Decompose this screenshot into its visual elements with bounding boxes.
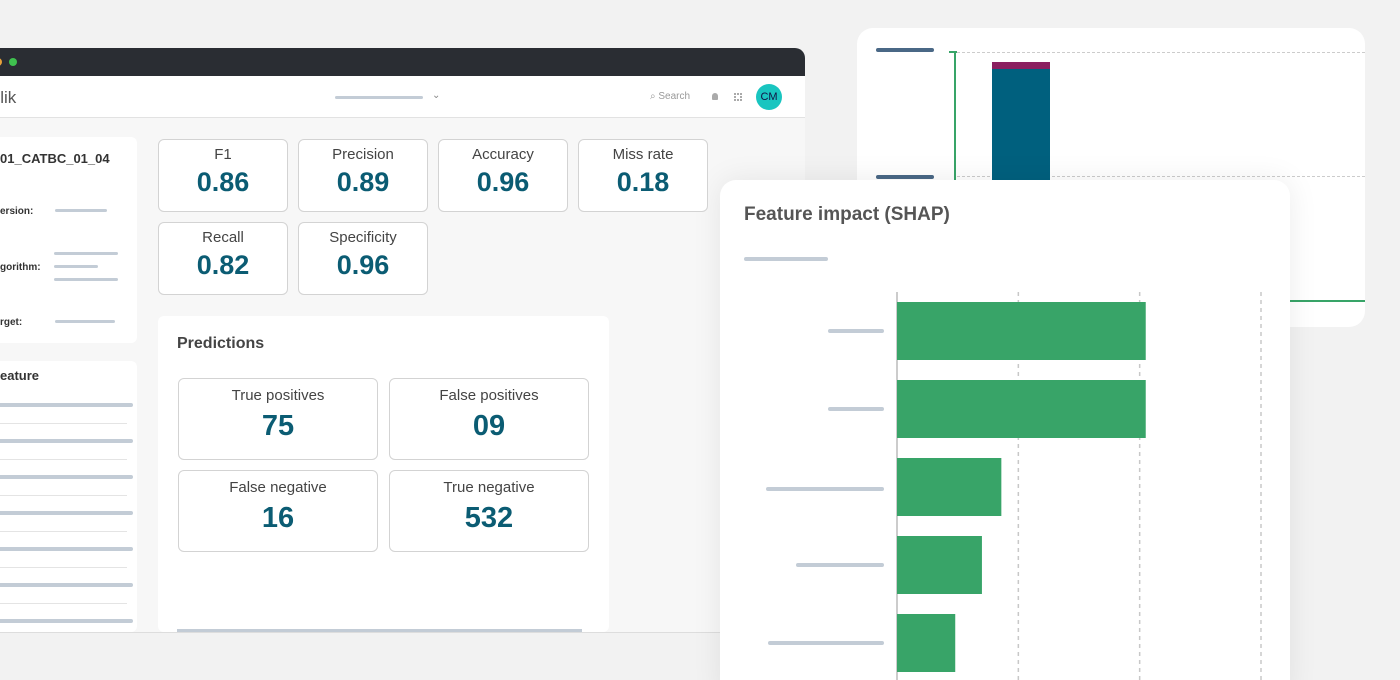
feature-title: eature [0, 368, 40, 383]
avatar[interactable]: CM [756, 84, 782, 110]
bar [897, 302, 1146, 360]
prediction-card: False positives 09 [389, 378, 589, 460]
metric-label: Specificity [329, 229, 397, 246]
prediction-label: False negative [229, 479, 327, 496]
metric-value: 0.18 [616, 167, 670, 197]
metric-label: Recall [202, 229, 244, 246]
field: rget: [0, 317, 23, 328]
search[interactable]: ⌕ Search [650, 91, 691, 102]
metric-value: 0.96 [336, 250, 390, 280]
bar [897, 536, 982, 594]
shap-chart [896, 292, 1262, 680]
metric-value: 0.86 [196, 167, 250, 197]
prediction-value: 16 [261, 502, 295, 534]
chart-title: Feature impact (SHAP) [744, 204, 950, 225]
prediction-value: 09 [472, 410, 506, 442]
prediction-label: True negative [443, 479, 535, 496]
metric-value: 0.96 [476, 167, 530, 197]
metric-label: F1 [214, 146, 232, 163]
prediction-value: 532 [464, 502, 514, 534]
metric-card: F1 0.86 [158, 139, 288, 212]
feature-card: eature [0, 361, 137, 632]
bar [897, 614, 956, 672]
shap-card: Feature impact (SHAP) [720, 180, 1290, 680]
prediction-card: False negative 16 [178, 470, 378, 552]
search-label: Search [658, 91, 691, 102]
model-name: 01_CATBC_01_04 [0, 151, 110, 166]
metric-card: Recall 0.82 [158, 222, 288, 295]
metric-label: Miss rate [612, 146, 674, 163]
predictions-title: Predictions [177, 335, 265, 352]
metric-label: Precision [332, 146, 394, 163]
metric-label: Accuracy [472, 146, 534, 163]
metric-card: Accuracy 0.96 [438, 139, 568, 212]
metric-value: 0.82 [196, 250, 250, 280]
bar [897, 458, 1002, 516]
prediction-label: True positives [231, 387, 325, 404]
model-card: 01_CATBC_01_04 ersion: gorithm: rget: [0, 137, 137, 343]
metric-card: Miss rate 0.18 [578, 139, 708, 212]
logo: Qlik [0, 88, 17, 107]
predictions-panel: Predictions True positives 75 False positi… [158, 316, 609, 632]
prediction-card: True positives 75 [178, 378, 378, 460]
field: gorithm: [0, 262, 41, 273]
prediction-label: False positives [439, 387, 539, 404]
prediction-value: 75 [261, 410, 295, 442]
metric-card: Specificity 0.96 [298, 222, 428, 295]
bar [897, 380, 1146, 438]
metric-card: Precision 0.89 [298, 139, 428, 212]
field: ersion: [0, 206, 34, 217]
metric-value: 0.89 [336, 167, 390, 197]
prediction-card: True negative 532 [389, 470, 589, 552]
